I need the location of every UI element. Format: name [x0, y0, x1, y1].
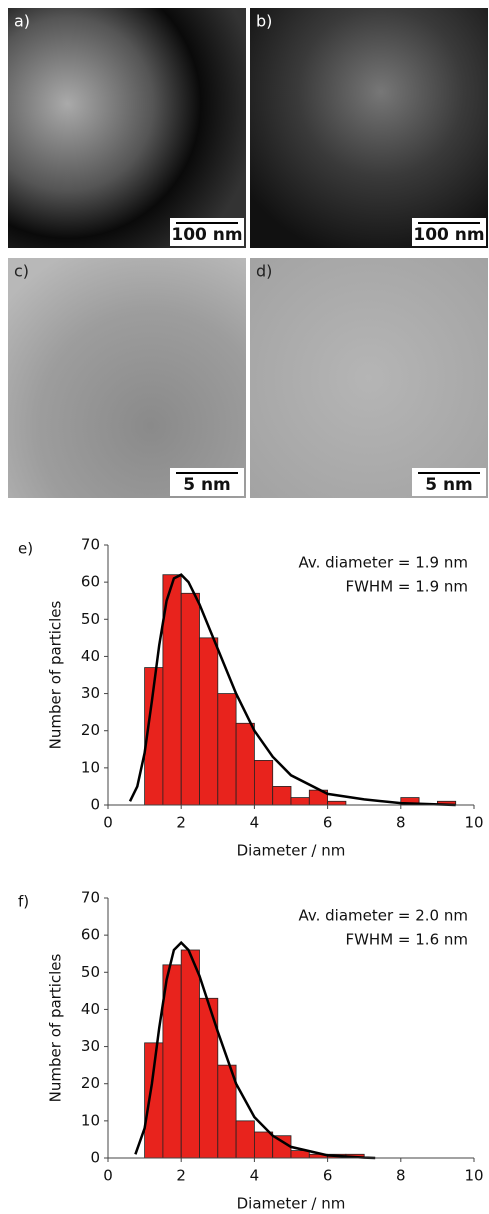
y-tick-label: 70	[81, 889, 100, 907]
panel-label: c)	[14, 262, 29, 281]
x-tick-label: 2	[176, 814, 186, 832]
scale-label: 5 nm	[425, 475, 473, 495]
y-tick-label: 50	[81, 963, 100, 981]
y-tick-label: 40	[81, 1000, 100, 1018]
y-tick-label: 10	[81, 1111, 100, 1129]
micrograph	[250, 258, 488, 498]
y-tick-label: 40	[81, 647, 100, 665]
panel-label: d)	[256, 262, 272, 281]
annotation: FWHM = 1.9 nm	[345, 578, 468, 596]
bar	[327, 800, 347, 806]
y-tick-label: 20	[81, 721, 100, 739]
x-axis-title: Diameter / nm	[237, 1195, 346, 1213]
y-tick-label: 0	[90, 796, 100, 814]
panel-label: f)	[18, 893, 29, 911]
scale-label: 5 nm	[183, 475, 231, 495]
bar	[235, 1120, 255, 1159]
x-tick-label: 0	[103, 1167, 113, 1185]
micrograph	[250, 8, 488, 248]
micrograph	[8, 8, 246, 248]
panel-label: a)	[14, 12, 30, 31]
annotation: Av. diameter = 2.0 nm	[299, 907, 468, 925]
bar	[180, 592, 200, 806]
bar	[180, 949, 200, 1159]
x-tick-label: 2	[176, 1167, 186, 1185]
x-tick-label: 10	[464, 1167, 483, 1185]
micrograph	[8, 258, 246, 498]
bar	[253, 760, 274, 806]
y-tick-label: 30	[81, 684, 100, 702]
panel-label: b)	[256, 12, 272, 31]
x-tick-label: 4	[250, 814, 260, 832]
y-tick-label: 0	[90, 1149, 100, 1167]
y-tick-label: 20	[81, 1074, 100, 1092]
bar	[290, 797, 310, 806]
x-tick-label: 6	[323, 1167, 333, 1185]
fit-curve	[134, 940, 376, 1160]
x-tick-label: 8	[396, 814, 406, 832]
y-tick-label: 50	[81, 610, 100, 628]
annotation: Av. diameter = 1.9 nm	[299, 554, 468, 572]
bar	[272, 1135, 292, 1159]
y-tick-label: 70	[81, 536, 100, 554]
y-tick-label: 10	[81, 758, 100, 776]
x-axis-title: Diameter / nm	[237, 842, 346, 860]
annotation: FWHM = 1.6 nm	[345, 931, 468, 949]
scale-label: 100 nm	[171, 225, 242, 245]
y-tick-label: 60	[81, 573, 100, 591]
scale-label: 100 nm	[413, 225, 484, 245]
y-axis-title: Number of particles	[47, 600, 65, 749]
bar	[272, 786, 292, 806]
y-axis-title: Number of particles	[47, 953, 65, 1102]
x-tick-label: 4	[250, 1167, 260, 1185]
x-tick-label: 10	[464, 814, 483, 832]
bar	[253, 1131, 274, 1159]
fit-curve	[128, 573, 456, 807]
bar	[235, 722, 255, 806]
bar	[199, 637, 219, 806]
x-tick-label: 0	[103, 814, 113, 832]
y-tick-label: 30	[81, 1037, 100, 1055]
x-tick-label: 8	[396, 1167, 406, 1185]
x-tick-label: 6	[323, 814, 333, 832]
y-tick-label: 60	[81, 926, 100, 944]
bar	[217, 693, 237, 806]
panel-label: e)	[18, 540, 33, 558]
